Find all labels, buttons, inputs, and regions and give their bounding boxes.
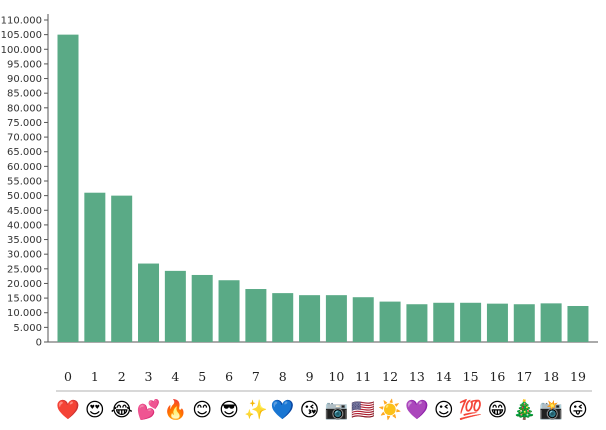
- y-tick-label: 25.000: [7, 264, 42, 275]
- emoji-axis: ❤️ 😍 😂 💕 🔥 😊 😎 ✨ 💙 😘 📷 🇺🇸 ☀️ 💜 😉 💯 😁 🎄 📸 😜: [56, 390, 592, 421]
- x-tick-label: 1: [91, 369, 99, 384]
- y-tick-label: 100.000: [1, 45, 42, 56]
- emoji-label: 🎄: [512, 398, 536, 421]
- emoji-label: ☀️: [378, 398, 402, 421]
- bar-9: [299, 295, 321, 342]
- emoji-label: 😘: [300, 399, 320, 421]
- bar-4: [164, 270, 186, 342]
- emoji-label: 😁: [488, 399, 508, 421]
- y-tick-label: 5.000: [13, 323, 42, 334]
- x-tick-label: 0: [64, 369, 72, 384]
- bar-1: [84, 192, 106, 342]
- y-tick-label: 65.000: [7, 147, 42, 158]
- y-tick-label: 10.000: [7, 308, 42, 319]
- emoji-label: 📷: [325, 399, 349, 421]
- x-tick-label: 6: [225, 369, 233, 384]
- bar-2: [111, 195, 133, 342]
- bar-8: [272, 293, 294, 342]
- x-tick-label: 8: [279, 369, 287, 384]
- bar-17: [513, 304, 535, 342]
- y-tick-label: 45.000: [7, 206, 42, 217]
- emoji-label: 💙: [271, 399, 295, 421]
- y-tick-label: 70.000: [7, 133, 42, 144]
- bar-16: [486, 303, 508, 342]
- bar-11: [352, 297, 374, 342]
- bar-0: [57, 34, 79, 343]
- bar-6: [218, 280, 240, 342]
- y-tick-label: 0: [36, 338, 42, 349]
- x-tick-label: 19: [570, 369, 586, 384]
- y-tick-label: 60.000: [7, 162, 42, 173]
- y-tick-label: 15.000: [7, 294, 42, 305]
- y-tick-label: 110.000: [1, 16, 42, 27]
- emoji-label: 🇺🇸: [351, 399, 375, 421]
- emoji-label: 💕: [137, 398, 161, 421]
- y-tick-label: 40.000: [7, 220, 42, 231]
- x-tick-label: 5: [198, 369, 206, 384]
- bar-3: [138, 263, 160, 342]
- bar-13: [406, 304, 428, 342]
- y-tick-label: 75.000: [7, 118, 42, 129]
- y-tick-label: 20.000: [7, 279, 42, 290]
- bar-12: [379, 301, 401, 342]
- y-tick-label: 35.000: [7, 235, 42, 246]
- y-tick-label: 85.000: [7, 89, 42, 100]
- emoji-label: 💜: [405, 399, 429, 421]
- x-tick-label: 18: [543, 369, 559, 384]
- x-tick-label: 15: [463, 369, 479, 384]
- x-tick-label: 4: [171, 369, 179, 384]
- bar-7: [245, 289, 267, 342]
- emoji-label: 😜: [568, 399, 588, 421]
- bars: [57, 34, 589, 343]
- x-axis: 0 1 2 3 4 5 6 7 8 9 10 11 12 13 14 15 16 17 18 19: [64, 369, 586, 384]
- y-tick-label: 30.000: [7, 250, 42, 261]
- y-tick-label: 95.000: [7, 59, 42, 70]
- x-tick-label: 12: [382, 369, 398, 384]
- x-tick-label: 3: [145, 369, 153, 384]
- bar-10: [325, 295, 347, 342]
- x-tick-label: 11: [355, 369, 371, 384]
- emoji-label: 🔥: [164, 398, 188, 421]
- y-tick-label: 80.000: [7, 103, 42, 114]
- bar-19: [567, 305, 589, 342]
- x-tick-label: 2: [118, 369, 126, 384]
- bar-5: [191, 274, 213, 342]
- y-axis: 0 5.000 10.000 15.000 20.000 25.000 30.000 35.0…: [1, 14, 598, 349]
- x-tick-label: 17: [516, 369, 532, 384]
- emoji-label: ✨: [244, 399, 268, 421]
- y-tick-label: 90.000: [7, 74, 42, 85]
- emoji-label: 😍: [85, 399, 105, 421]
- y-tick-label: 50.000: [7, 191, 42, 202]
- emoji-label: 😎: [219, 399, 239, 421]
- x-tick-label: 14: [436, 369, 452, 384]
- x-tick-label: 16: [489, 369, 505, 384]
- y-tick-label: 105.000: [1, 30, 42, 41]
- x-tick-label: 7: [252, 369, 260, 384]
- emoji-label: 😂: [111, 399, 133, 421]
- bar-15: [460, 302, 482, 342]
- emoji-label: 😊: [192, 399, 212, 421]
- y-tick-label: 55.000: [7, 177, 42, 188]
- emoji-label: 📸: [539, 399, 563, 421]
- x-tick-label: 10: [328, 369, 344, 384]
- emoji-label: ❤️: [56, 399, 80, 421]
- emoji-label: 💯: [459, 398, 483, 421]
- emoji-label: 😉: [434, 399, 454, 421]
- bar-18: [540, 303, 562, 342]
- x-tick-label: 9: [306, 369, 314, 384]
- x-tick-label: 13: [409, 369, 425, 384]
- bar-14: [433, 302, 455, 342]
